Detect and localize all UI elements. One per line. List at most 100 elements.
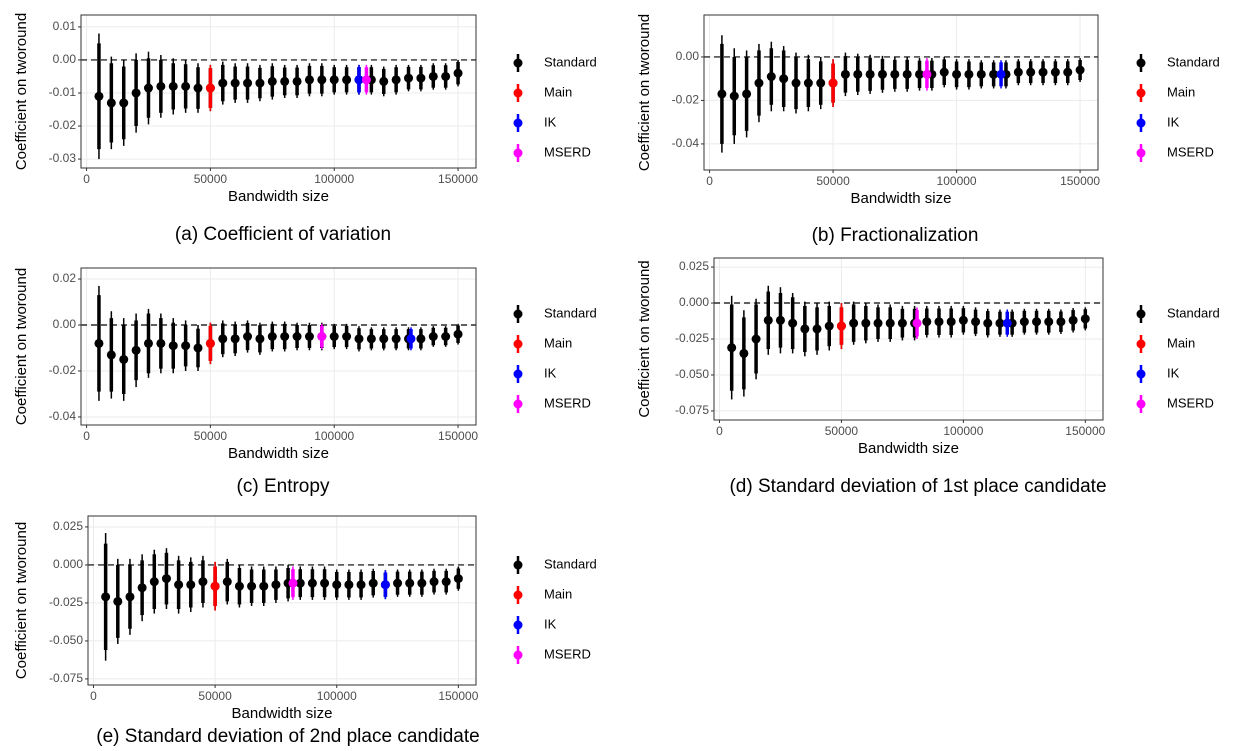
point [332,580,342,590]
point [897,318,907,328]
point [292,332,302,342]
point [1038,67,1048,77]
point [751,334,761,344]
point [205,83,215,93]
legend-label: Standard [1167,305,1220,320]
point [168,341,178,351]
x-tick-label: 0 [83,172,90,186]
point [198,577,208,587]
point [125,592,135,602]
point [865,69,875,79]
point [186,580,196,590]
x-tick-label: 100000 [314,172,354,186]
point [964,69,974,79]
x-tick-label: 150000 [1065,424,1105,438]
legend-key-point [1136,58,1146,68]
legend-key-point [513,88,523,98]
point [861,318,871,328]
x-tick-label: 150000 [438,429,478,443]
point [181,81,191,91]
point [255,78,265,88]
point [939,67,949,77]
point [156,338,166,348]
point [922,317,932,327]
point [307,578,317,588]
plot-border [713,257,1104,421]
point [989,69,999,79]
point [873,318,883,328]
plot-border [80,267,477,426]
x-tick-label: 150000 [438,689,478,703]
point [368,578,378,588]
point [267,76,277,86]
point [1050,67,1060,77]
legend-label: IK [1167,365,1180,380]
point [729,91,739,101]
point [836,321,846,331]
point [428,332,438,342]
point [1080,314,1090,324]
point [288,578,298,588]
point [304,75,314,85]
plot-panel [81,268,476,425]
point [366,334,376,344]
legend-label: Standard [544,305,597,320]
caption: (c) Entropy [237,476,330,497]
point [912,318,922,328]
y-axis-title: Coefficient on tworound [13,268,30,425]
point [356,580,366,590]
point [840,69,850,79]
point [739,348,749,358]
point [243,332,253,342]
point [803,78,813,88]
point [234,581,244,591]
point [983,318,993,328]
point [1013,67,1023,77]
point [405,578,415,588]
legend-key-point [513,118,523,128]
legend-key-point [1136,309,1146,319]
x-tick-label: 50000 [825,424,859,438]
point [119,354,129,364]
plot-border [703,14,1099,171]
point [222,577,232,587]
plot-border [87,515,477,686]
point [181,341,191,351]
point [380,580,390,590]
point [174,580,184,590]
plot-border [80,14,477,169]
point [113,596,123,606]
point [143,338,153,348]
caption: (b) Fractionalization [812,225,979,246]
point [406,334,416,344]
point [971,317,981,327]
y-tick-label: -0.050 [49,633,83,647]
legend-key-point [1136,148,1146,158]
x-tick-label: 0 [706,174,713,188]
caption: (d) Standard deviation of 1st place cand… [729,476,1106,497]
caption: (e) Standard deviation of 2nd place cand… [96,726,479,747]
y-tick-label: -0.04 [49,409,77,423]
point [131,345,141,355]
x-tick-label: 50000 [816,174,850,188]
x-tick-label: 150000 [438,172,478,186]
point [361,75,371,85]
point [379,76,389,86]
y-axis-title: Coefficient on tworound [636,260,653,417]
point [417,578,427,588]
legend-key-point [513,58,523,68]
point [131,88,141,98]
point [247,581,257,591]
legend-key-point [513,369,523,379]
y-tick-label: 0.02 [53,271,77,285]
legend-label: Standard [544,54,597,69]
point [763,315,773,325]
point [404,73,414,83]
point [849,318,859,328]
point [1075,65,1085,75]
legend-key-point [513,309,523,319]
x-tick-label: 100000 [937,174,977,188]
point [391,334,401,344]
point [205,338,215,348]
point [106,98,116,108]
